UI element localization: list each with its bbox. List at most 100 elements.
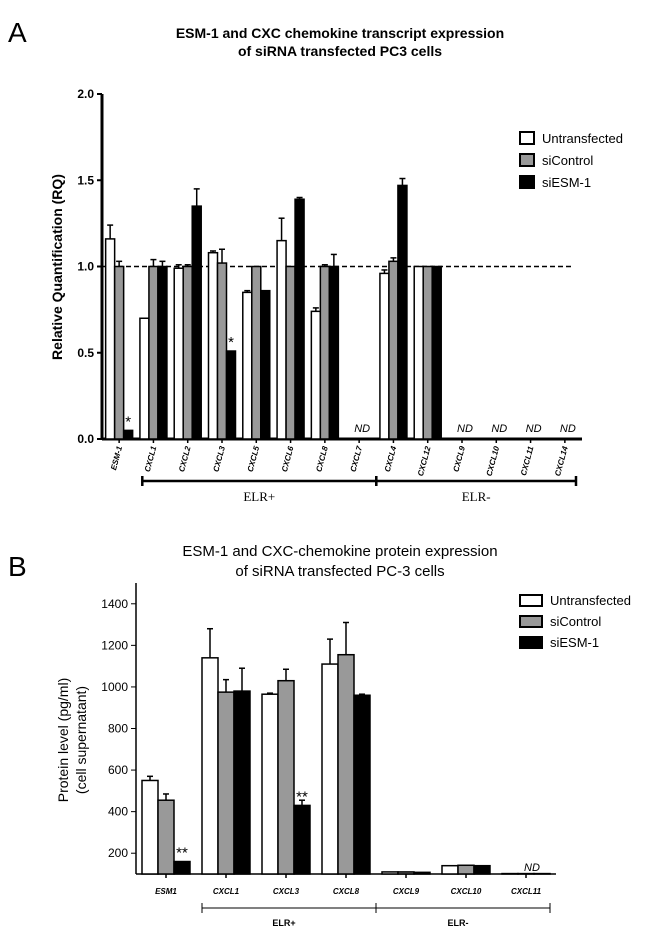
panel-b-bar-cxcl1-sicontrol bbox=[217, 691, 235, 875]
panel-b-y-axis-label-line-1: Protein level (pg/ml) bbox=[55, 678, 71, 803]
panel-a-bar-cxcl6-untransfected bbox=[276, 239, 287, 440]
panel-b-bar-esm1-siesm-1 bbox=[173, 860, 191, 875]
panel-b-legend-label-sicontrol: siControl bbox=[550, 614, 601, 629]
panel-a-category-label-cxcl3: CXCL3 bbox=[211, 445, 227, 473]
panel-a-bar-cxcl5-siesm-1 bbox=[260, 289, 271, 440]
panel-b-bar-cxcl1-siesm-1 bbox=[233, 690, 251, 875]
panel-a-bar-cxcl5-sicontrol bbox=[251, 265, 262, 440]
panel-b-category-label-cxcl11: CXCL11 bbox=[511, 887, 542, 896]
panel-b-category-label-cxcl3: CXCL3 bbox=[273, 887, 300, 896]
panel-a-category-label-cxcl4: CXCL4 bbox=[383, 445, 399, 473]
panel-a-legend-swatch-sicontrol bbox=[519, 153, 535, 167]
panel-b-bar-cxcl9-siesm-1 bbox=[413, 871, 431, 875]
panel-b-bar-cxcl10-untransfected bbox=[441, 864, 459, 875]
panel-a-bar-cxcl2-siesm-1 bbox=[191, 205, 202, 440]
panel-b-bar-cxcl9-untransfected bbox=[381, 871, 399, 875]
panel-a-not-detected-cxcl10: ND bbox=[491, 423, 507, 435]
panel-a-category-label-cxcl14: CXCL14 bbox=[553, 445, 570, 477]
panel-a-category-label-cxcl5: CXCL5 bbox=[246, 445, 262, 473]
panel-a-bar-cxcl12-sicontrol bbox=[422, 265, 433, 440]
panel-a-category-label-cxcl9: CXCL9 bbox=[451, 445, 467, 473]
panel-a-not-detected-cxcl14: ND bbox=[560, 423, 576, 435]
panel-b-title-line-2: of siRNA transfected PC-3 cells bbox=[235, 563, 444, 580]
panel-a-bar-cxcl8-siesm-1 bbox=[328, 265, 340, 440]
panel-b-y-tick-label: 200 bbox=[108, 846, 128, 860]
panel-a-y-tick-label: 2.0 bbox=[77, 87, 94, 101]
panel-a-significance-cxcl3: * bbox=[228, 334, 234, 351]
panel-b-legend-label-siesm-1: siESM-1 bbox=[550, 635, 599, 650]
panel-b-significance-cxcl3: ** bbox=[296, 788, 308, 805]
panel-b-y-tick-label: 600 bbox=[108, 763, 128, 777]
panel-a-category-label-cxcl11: CXCL11 bbox=[519, 445, 536, 477]
panel-a-bar-cxcl3-siesm-1 bbox=[225, 350, 237, 440]
panel-a-bar-cxcl4-siesm-1 bbox=[397, 184, 408, 440]
panel-a-bar-cxcl3-sicontrol bbox=[216, 262, 228, 440]
panel-b-category-label-cxcl1: CXCL1 bbox=[213, 887, 240, 896]
panel-a-y-tick-label: 0.5 bbox=[77, 346, 94, 360]
panel-b-title-line-1: ESM-1 and CXC-chemokine protein expressi… bbox=[182, 543, 497, 560]
panel-a-bar-cxcl6-siesm-1 bbox=[294, 198, 305, 440]
panel-a-title-line-1: ESM-1 and CXC chemokine transcript expre… bbox=[176, 25, 504, 41]
panel-a-label: A bbox=[8, 17, 27, 48]
panel-b-y-axis-label-line-2: (cell supernatant) bbox=[73, 686, 89, 794]
panel-b-bar-cxcl8-sicontrol bbox=[337, 653, 355, 875]
panel-b-bar-cxcl3-sicontrol bbox=[277, 679, 295, 875]
panel-a-category-label-cxcl1: CXCL1 bbox=[143, 445, 159, 473]
panel-b-bar-cxcl8-siesm-1 bbox=[353, 694, 371, 875]
panel-b-category-label-cxcl9: CXCL9 bbox=[393, 887, 420, 896]
panel-a-bar-esm-1-sicontrol bbox=[113, 265, 125, 440]
panel-a-bar-cxcl8-sicontrol bbox=[319, 265, 331, 440]
panel-b-y-tick-label: 1200 bbox=[101, 638, 128, 652]
panel-a-bar-cxcl2-sicontrol bbox=[182, 265, 193, 440]
panel-a-y-tick-label: 1.5 bbox=[77, 173, 94, 187]
panel-a-bar-cxcl2-untransfected bbox=[173, 267, 184, 440]
panel-a-bar-cxcl3-untransfected bbox=[207, 251, 219, 440]
panel-b-bar-cxcl10-siesm-1 bbox=[473, 864, 491, 875]
panel-b-significance-esm1: ** bbox=[176, 845, 188, 862]
panel-a-category-label-cxcl10: CXCL10 bbox=[485, 445, 502, 477]
panel-a-bar-cxcl6-sicontrol bbox=[285, 265, 296, 440]
panel-a-title-line-2: of siRNA transfected PC3 cells bbox=[238, 43, 442, 59]
panel-a-category-label-cxcl8: CXCL8 bbox=[314, 445, 330, 473]
panel-b-category-label-cxcl10: CXCL10 bbox=[451, 887, 482, 896]
panel-a-legend-label-sicontrol: siControl bbox=[542, 153, 593, 168]
panel-a-y-tick-label: 1.0 bbox=[77, 260, 94, 274]
panel-a-bar-cxcl4-untransfected bbox=[379, 272, 390, 440]
panel-b-chart: 200 400 600 800 1000 1200 1400 ESM1 CXCL1 CXCL3 CX… bbox=[101, 583, 631, 928]
panel-b-legend-swatch-untransfected bbox=[519, 594, 543, 607]
panel-a-bar-esm-1-untransfected bbox=[104, 238, 116, 440]
panel-b-bar-esm1-sicontrol bbox=[157, 799, 175, 875]
panel-a-legend-label-siesm-1: siESM-1 bbox=[542, 175, 591, 190]
panel-b-bar-cxcl3-untransfected bbox=[261, 693, 279, 875]
panel-a-category-label-cxcl2: CXCL2 bbox=[177, 445, 193, 473]
panel-b-y-tick-label: 800 bbox=[108, 722, 128, 736]
panel-b-legend-swatch-siesm-1 bbox=[519, 636, 543, 649]
panel-b-bar-esm1-untransfected bbox=[141, 779, 159, 875]
panel-a-group-label-elr: ELR- bbox=[462, 489, 491, 504]
panel-a-bar-esm-1-siesm-1 bbox=[122, 429, 134, 440]
panel-b-y-tick-label: 1000 bbox=[101, 680, 128, 694]
panel-a-legend-swatch-untransfected bbox=[519, 131, 535, 145]
panel-a-bar-cxcl8-untransfected bbox=[310, 310, 322, 440]
panel-a-significance-esm-1: * bbox=[125, 413, 131, 430]
panel-b-bar-cxcl9-sicontrol bbox=[397, 871, 415, 875]
panel-b-not-detected-cxcl11: ND bbox=[524, 862, 540, 874]
panel-a-category-label-cxcl7: CXCL7 bbox=[349, 445, 365, 473]
panel-a-bar-cxcl12-siesm-1 bbox=[431, 265, 442, 440]
panel-b-legend-swatch-sicontrol bbox=[519, 615, 543, 628]
panel-a-category-label-esm-1: ESM-1 bbox=[109, 445, 124, 471]
panel-a-category-label-cxcl6: CXCL6 bbox=[280, 445, 296, 473]
panel-a-legend-swatch-siesm-1 bbox=[519, 175, 535, 189]
panel-a-bar-cxcl12-untransfected bbox=[413, 265, 424, 440]
panel-b-bar-cxcl8-untransfected bbox=[321, 663, 339, 875]
panel-a-bar-cxcl1-siesm-1 bbox=[157, 265, 168, 440]
panel-b-group-label-elr: ELR- bbox=[448, 918, 469, 928]
panel-a-y-axis-label: Relative Quantification (RQ) bbox=[49, 174, 65, 360]
panel-b-y-tick-label: 400 bbox=[108, 805, 128, 819]
panel-a-not-detected-cxcl11: ND bbox=[526, 423, 542, 435]
panel-b-bar-cxcl1-untransfected bbox=[201, 657, 219, 875]
panel-a-group-label-elr: ELR+ bbox=[243, 489, 275, 504]
panel-a-not-detected-cxcl9: ND bbox=[457, 423, 473, 435]
panel-a-bar-cxcl5-untransfected bbox=[242, 291, 253, 440]
